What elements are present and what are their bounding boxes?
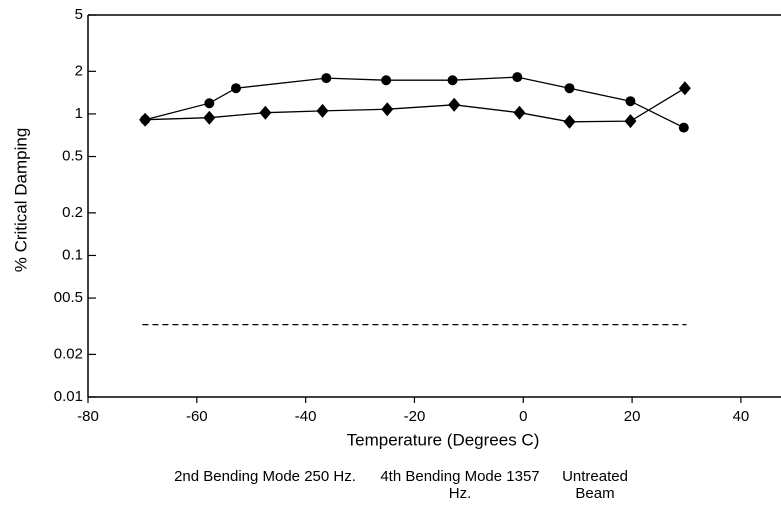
y-tick-label: 0.1 [62,246,83,263]
point [625,96,636,107]
series-line [144,76,685,129]
y-tick-label: 0.02 [54,345,83,362]
x-axis-label: Temperature (Degrees C) [347,430,540,449]
point [513,105,526,120]
point [321,73,332,84]
y-tick-label: 0.2 [62,204,83,221]
legend-entry: Untreated Beam [562,468,628,502]
x-tick-label: 0 [519,408,527,425]
x-tick-label: -80 [77,408,99,425]
chart: Temperature (Degrees C) % Critical Dampi… [11,6,781,449]
point [624,114,637,129]
point [678,81,691,96]
y-tick-label: 1 [75,105,83,122]
y-tick-label: 5 [75,6,83,23]
x-tick-label: 40 [733,408,750,425]
x-tick-label: 20 [624,408,641,425]
point [512,72,523,83]
point [230,83,241,94]
point [447,75,458,86]
point [563,114,576,129]
y-tick-label: 0.01 [54,388,83,405]
point [204,98,215,109]
x-tick-label: -20 [404,408,426,425]
point [381,102,394,117]
point [381,75,392,86]
point [203,110,216,125]
y-tick-label: 00.5 [54,289,83,306]
legend-entry: 2nd Bending Mode 250 Hz. [174,468,356,485]
y-tick-label: 2 [75,62,83,79]
legend-entry: 4th Bending Mode 1357 Hz. [380,468,540,502]
y-axis-label: % Critical Damping [11,128,30,273]
point [316,103,329,118]
point [564,83,575,94]
point [139,112,152,127]
x-tick-label: -40 [295,408,317,425]
y-tick-label: 0.5 [62,148,83,165]
series-line [145,87,686,123]
point [259,105,272,120]
point [678,122,689,133]
x-tick-label: -60 [186,408,208,425]
point [448,97,461,112]
